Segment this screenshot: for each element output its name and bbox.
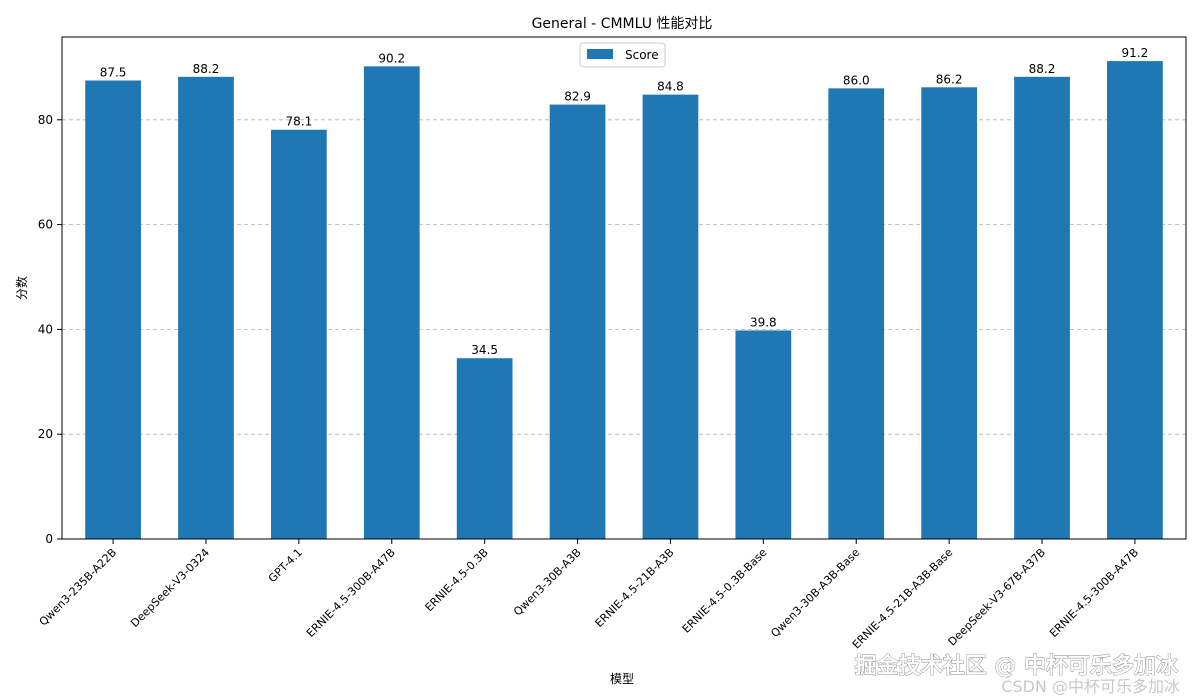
y-axis-ticks: 0 20 40 60 80 [38, 113, 62, 546]
y-tick-label-80: 80 [38, 113, 53, 127]
plot-frame [61, 36, 1187, 540]
data-label-7: 39.8 [750, 315, 777, 329]
data-label-5: 82.9 [564, 90, 591, 104]
bar-5 [549, 104, 606, 539]
bar-1 [178, 76, 234, 539]
bar-7 [735, 330, 792, 539]
data-label-0: 87.5 [100, 65, 127, 79]
bar-9 [921, 87, 977, 539]
data-label-3: 90.2 [378, 51, 405, 65]
data-label-6: 84.8 [657, 80, 684, 94]
data-label-10: 88.2 [1029, 62, 1056, 76]
data-label-1: 88.2 [193, 62, 220, 76]
data-label-2: 78.1 [286, 115, 313, 129]
bar-8 [828, 88, 885, 540]
watermark-sub: CSDN @中杯可乐多加冰 [1001, 677, 1180, 696]
x-axis-label: 模型 [610, 672, 634, 686]
bar-2 [271, 129, 327, 539]
bar-3 [363, 66, 420, 539]
bar-0 [85, 80, 141, 540]
legend-swatch [587, 49, 613, 59]
data-labels: 87.5 88.2 78.1 90.2 34.5 82.9 84.8 39.8 86.0 86.2… [100, 46, 1149, 357]
bar-11 [1107, 61, 1163, 540]
data-label-11: 91.2 [1122, 46, 1149, 60]
legend: Score [579, 42, 666, 68]
watermark-main: 掘金技术社区 @ 中杯可乐多加冰 [855, 653, 1179, 679]
bar-10 [1014, 76, 1070, 539]
grid-lines [62, 119, 1186, 435]
data-label-8: 86.0 [843, 73, 870, 87]
y-tick-label-60: 60 [38, 218, 53, 232]
y-axis-label: 分数 [14, 276, 29, 300]
legend-entry-score: Score [625, 48, 659, 62]
bar-4 [456, 358, 513, 539]
bar-6 [642, 94, 699, 539]
y-tick-label-40: 40 [38, 322, 53, 336]
y-tick-label-20: 20 [38, 427, 53, 441]
bars [85, 61, 1163, 540]
y-tick-label-0: 0 [45, 532, 53, 546]
chart-title: General - CMMLU 性能对比 [532, 16, 713, 32]
data-label-4: 34.5 [471, 343, 498, 357]
data-label-9: 86.2 [936, 72, 963, 86]
